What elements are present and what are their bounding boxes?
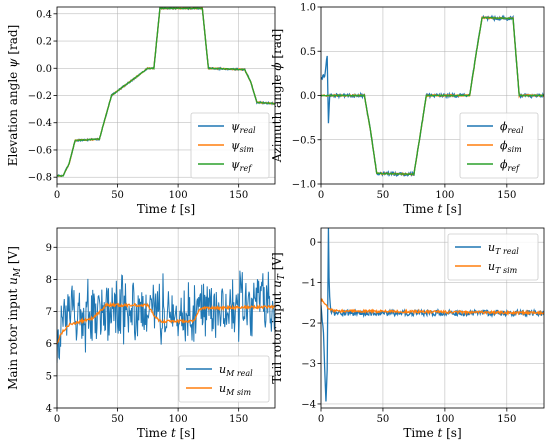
x-tick-label: 50: [111, 414, 124, 425]
y-tick-label: −4: [301, 399, 316, 410]
legend-frame: [447, 233, 539, 281]
y-axis-label: Tail rotor input uT [V]: [270, 252, 287, 383]
y-tick-label: −1: [301, 278, 316, 289]
y-tick-label: 1.0: [300, 3, 316, 14]
y-tick-label: 0.0: [300, 91, 316, 102]
x-tick-label: 100: [435, 414, 454, 425]
x-tick-label: 100: [169, 414, 188, 425]
legend-label: ψsim: [231, 139, 254, 154]
y-tick-label: 0.4: [36, 9, 52, 20]
legend-label: uT sim: [488, 260, 518, 275]
panel-tail-rotor: 0 50 100 150 −4 −3 −2 −1 0 Time t [s] Tail rotor i…: [270, 227, 545, 440]
y-tick-label: 5: [46, 371, 52, 382]
x-tick-label: 0: [54, 190, 60, 201]
legend-frame: [459, 112, 539, 179]
y-tick-label: −2: [301, 319, 316, 330]
legend: uM real uM sim: [178, 355, 270, 403]
x-tick-label: 50: [111, 190, 124, 201]
y-tick-label: 9: [46, 243, 52, 254]
x-tick-label: 150: [229, 190, 248, 201]
y-tick-label: 8: [46, 275, 52, 286]
legend-label: ϕsim: [500, 139, 522, 154]
legend: uT real uT sim: [447, 233, 539, 281]
series-line-u_M-real: [57, 270, 275, 364]
y-tick-label: −3: [301, 359, 316, 370]
y-tick-label: −0.6: [28, 145, 52, 156]
y-tick-label: −1.0: [292, 180, 316, 191]
x-tick-label: 0: [318, 190, 324, 201]
x-tick-label: 0: [54, 414, 60, 425]
x-axis-label: Time t [s]: [137, 202, 195, 216]
legend-label: uM sim: [219, 382, 251, 397]
x-tick-label: 150: [497, 190, 516, 201]
y-tick-label: −0.5: [292, 135, 316, 146]
legend-label: ψreal: [231, 120, 256, 135]
legend-label: ϕreal: [500, 120, 524, 135]
x-tick-label: 0: [318, 414, 324, 425]
y-tick-label: 6: [46, 339, 52, 350]
y-tick-label: −0.4: [28, 118, 52, 129]
x-axis-label: Time t [s]: [403, 426, 461, 440]
panel-main-rotor: 0 50 100 150 4 5 6 7 8 9 Time t [s] Main rotor inpu…: [6, 227, 276, 440]
legend-frame: [190, 112, 270, 179]
legend: ϕreal ϕsim ϕref: [459, 112, 539, 179]
panel-elevation: 0 50 100 150 −0.8 −0.6 −0.4 −0.2 0.0 0.2 0.4 Time t…: [6, 6, 276, 216]
y-tick-label: −0.8: [28, 173, 52, 184]
x-tick-label: 100: [169, 190, 188, 201]
y-tick-label: 0.0: [36, 64, 52, 75]
x-tick-label: 150: [497, 414, 516, 425]
plot-frame: [320, 227, 545, 409]
x-tick-label: 100: [435, 190, 454, 201]
x-tick-label: 150: [229, 414, 248, 425]
y-axis-label: Elevation angle ψ [rad]: [6, 25, 20, 167]
legend-label: uM real: [219, 363, 253, 378]
y-axis-label: Main rotor input uM [V]: [6, 246, 23, 390]
series-line-ψ_ref: [57, 7, 275, 177]
legend-frame: [178, 355, 270, 403]
y-tick-label: 0: [310, 238, 316, 249]
x-tick-label: 50: [377, 414, 390, 425]
y-tick-label: 0.2: [36, 37, 52, 48]
series-line-u_T-sim: [321, 297, 544, 316]
plot-frame: [56, 227, 276, 409]
x-axis-label: Time t [s]: [403, 202, 461, 216]
y-tick-label: −0.2: [28, 91, 52, 102]
y-tick-label: 4: [46, 404, 52, 415]
y-tick-label: 7: [46, 307, 52, 318]
legend-label: ψref: [231, 158, 253, 173]
y-axis-label: Azimuth angle ϕ [rad]: [270, 29, 284, 164]
series-line-ϕ_ref: [321, 16, 544, 176]
panel-azimuth: 0 50 100 150 −1.0 −0.5 0.0 0.5 1.0 Time t [s] Azim…: [270, 3, 545, 216]
legend-label: ϕref: [500, 158, 521, 173]
x-axis-label: Time t [s]: [137, 426, 195, 440]
legend: ψreal ψsim ψref: [190, 112, 270, 179]
x-tick-label: 50: [377, 190, 390, 201]
series-line-u_M-sim: [57, 301, 275, 345]
y-tick-label: 0.5: [300, 47, 316, 58]
legend-label: uT real: [488, 241, 519, 256]
